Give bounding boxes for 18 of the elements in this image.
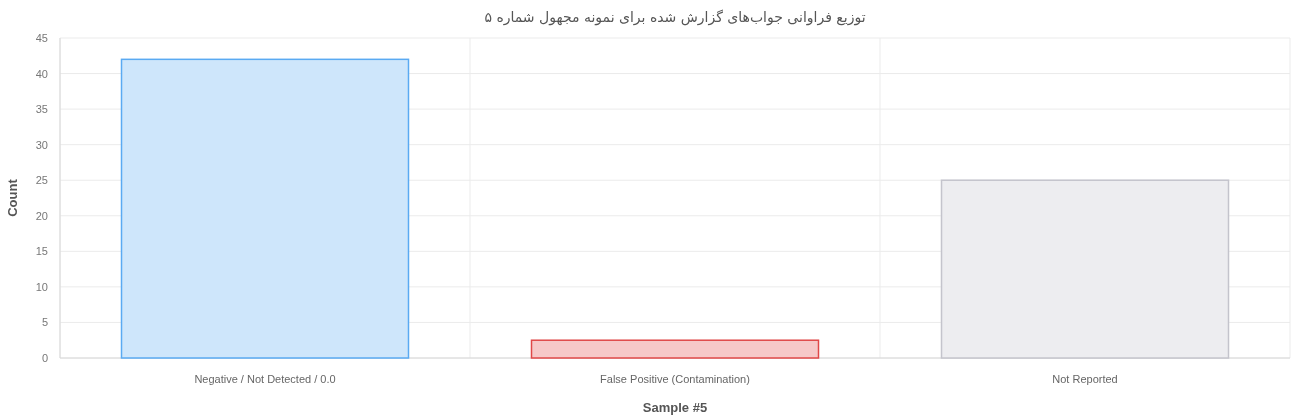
x-tick-label: False Positive (Contamination) [600,373,750,385]
y-tick-label: 0 [41,352,48,364]
y-tick-label: 40 [35,67,48,80]
y-tick-label: 15 [35,245,48,258]
y-tick-label: 5 [41,316,48,329]
y-tick-label: 25 [35,174,48,187]
bar [530,339,820,359]
y-tick-label: 30 [35,138,48,151]
y-tick-label: 10 [35,280,48,293]
y-tick-label: 20 [35,209,48,222]
chart-title: توزیع فراوانی جواب‌های گزارش شده برای نمونه مجهول شماره ۵ [484,9,866,26]
x-tick-label: Not Reported [1052,373,1118,385]
x-tick-label: Negative / Not Detected / 0.0 [194,373,336,385]
y-tick-label: 45 [35,32,48,44]
y-tick-label: 35 [35,103,48,116]
x-axis-title: Sample #5 [642,400,708,415]
bar [120,58,410,359]
y-axis-title: Count [5,178,20,217]
